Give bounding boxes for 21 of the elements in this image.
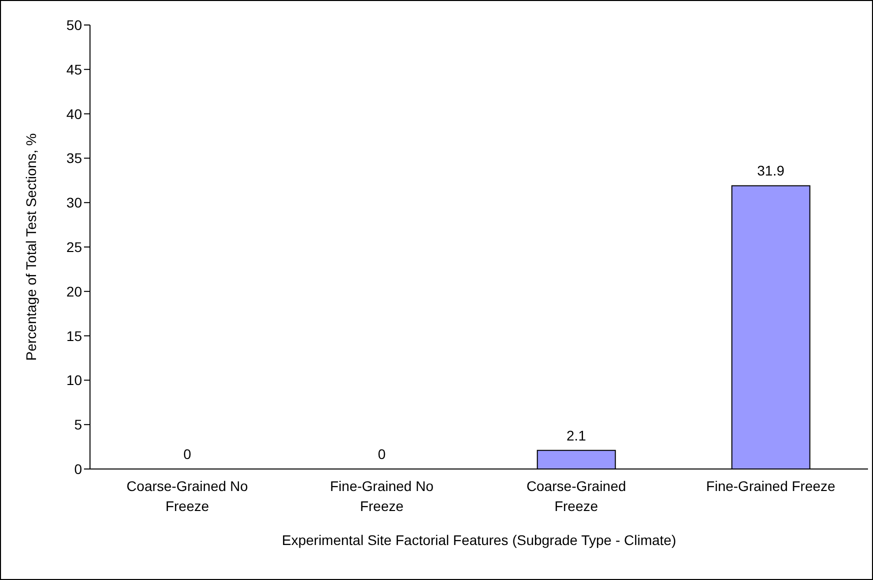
y-tick-label: 5	[74, 416, 82, 433]
data-label: 0	[183, 446, 192, 462]
y-tick-label: 30	[66, 194, 82, 211]
y-tick-label: 15	[66, 328, 82, 344]
x-tick-label: Fine-Grained No Freeze	[330, 478, 434, 514]
data-label: 2.1	[566, 427, 586, 444]
y-tick-label: 0	[74, 460, 82, 477]
y-tick-label: 45	[66, 61, 82, 78]
y-tick-label: 35	[66, 150, 82, 166]
x-axis-title: Experimental Site Factorial Features (Subgrade Type - Climate)	[282, 532, 676, 548]
y-tick-label: 40	[66, 106, 82, 122]
x-tick-label: Coarse-Grained No Freeze	[126, 478, 248, 514]
y-axis-title: Percentage of Total Test Sections, %	[22, 133, 39, 361]
x-tick-label: Coarse-Grained Freeze	[526, 478, 626, 514]
y-tick-label: 25	[66, 238, 82, 255]
data-label: 31.9	[757, 162, 785, 179]
data-label: 0	[378, 446, 386, 462]
x-tick-label: Fine-Grained Freeze	[706, 478, 836, 494]
y-tick-label: 20	[66, 283, 82, 300]
y-tick-label: 10	[66, 372, 82, 388]
y-tick-label: 50	[66, 16, 82, 33]
